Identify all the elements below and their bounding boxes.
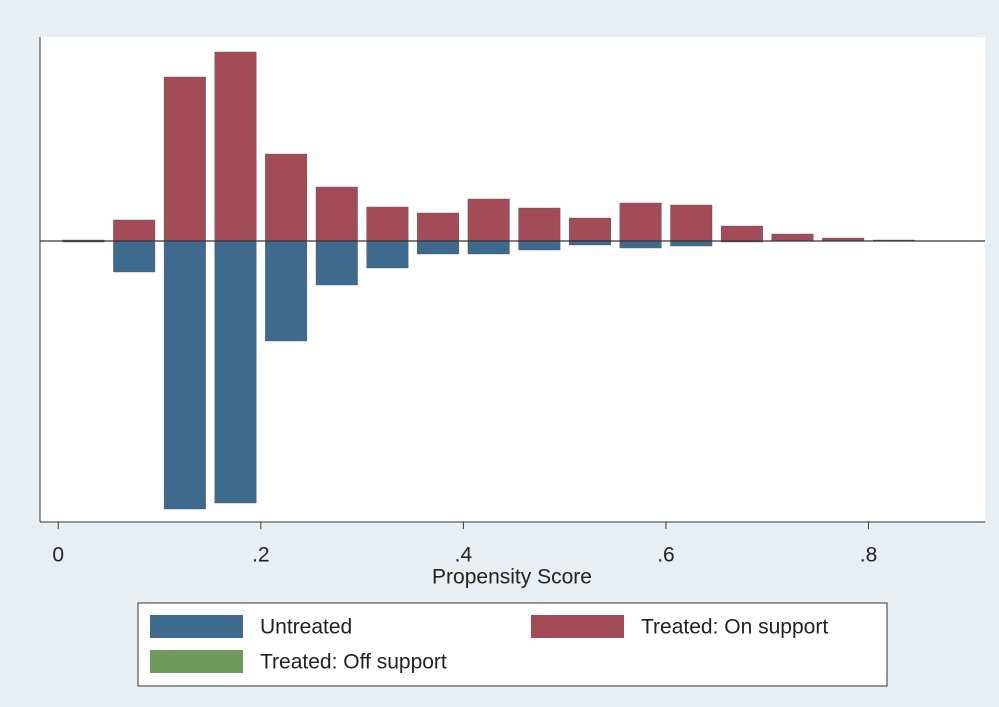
bar — [214, 51, 257, 242]
bar — [569, 217, 611, 242]
bar — [518, 240, 561, 251]
bar — [467, 240, 510, 255]
x-tick-label: .6 — [657, 544, 675, 567]
bar — [265, 240, 308, 342]
x-tick-label: .8 — [860, 544, 878, 567]
bar — [417, 212, 460, 242]
bar — [467, 198, 510, 242]
bar — [670, 204, 713, 242]
bar — [315, 240, 358, 286]
x-tick-label: .4 — [455, 544, 473, 567]
bar — [670, 240, 713, 247]
bar — [518, 207, 561, 242]
bar — [366, 206, 409, 242]
legend-swatch — [531, 615, 624, 638]
bar — [265, 153, 308, 242]
bar — [113, 240, 156, 273]
legend-swatch — [150, 650, 243, 673]
bar — [163, 76, 206, 242]
legend — [137, 602, 888, 687]
bar — [619, 240, 662, 249]
legend-swatch — [150, 615, 243, 638]
bar — [366, 240, 409, 269]
bar — [214, 240, 257, 504]
legend-label: Treated: Off support — [260, 651, 447, 674]
bar — [163, 240, 206, 510]
bar — [417, 240, 460, 255]
bar — [771, 233, 814, 242]
legend-label: Treated: On support — [641, 616, 828, 639]
bar — [619, 202, 662, 242]
bar — [113, 219, 156, 242]
bar — [720, 225, 763, 242]
x-tick-label: 0 — [52, 544, 64, 567]
bar — [315, 186, 358, 242]
legend-label: Untreated — [260, 616, 352, 639]
x-axis-title: Propensity Score — [432, 566, 592, 589]
x-tick-label: .2 — [252, 544, 270, 567]
